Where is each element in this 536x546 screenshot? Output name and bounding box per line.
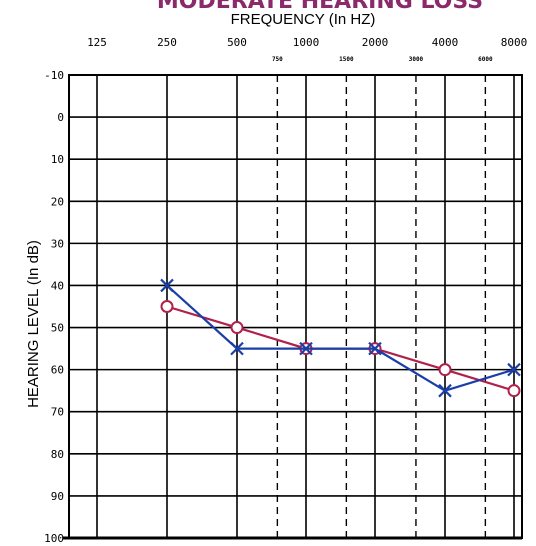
y-tick-label: 10 <box>51 153 64 166</box>
plot-frame <box>68 74 523 539</box>
x-minor-tick-label: 6000 <box>478 56 493 63</box>
x-tick-label: 250 <box>157 36 177 49</box>
x-tick-labels: 125 250 500 1000 2000 4000 8000 <box>87 36 527 49</box>
circle-point <box>438 363 452 377</box>
y-tick-label: 0 <box>57 111 64 124</box>
x-tick-label: 4000 <box>432 36 459 49</box>
x-minor-tick-labels: 750 1500 3000 6000 <box>272 56 493 63</box>
y-tick-label: 100 <box>44 532 64 545</box>
circle-point <box>507 384 521 398</box>
x-point <box>299 341 313 356</box>
x-axis-label: FREQUENCY (In HZ) <box>231 11 376 28</box>
x-point <box>230 341 244 356</box>
y-tick-label: 50 <box>51 322 64 335</box>
x-point <box>160 278 174 293</box>
x-tick-label: 8000 <box>501 36 528 49</box>
x-tick-label: 1000 <box>293 36 320 49</box>
x-point <box>507 362 521 377</box>
x-minor-tick-label: 3000 <box>409 56 424 63</box>
x-point <box>438 383 452 398</box>
x-tick-label: 500 <box>227 36 247 49</box>
y-tick-label: 30 <box>51 237 64 250</box>
y-tick-label: 40 <box>51 279 64 292</box>
y-tick-label: 60 <box>51 364 64 377</box>
y-tick-label: 20 <box>51 195 64 208</box>
y-tick-label: 90 <box>51 490 64 503</box>
x-point <box>368 341 382 356</box>
y-tick-label: 70 <box>51 406 64 419</box>
circle-point <box>160 300 174 313</box>
x-tick-label: 2000 <box>362 36 389 49</box>
grid <box>63 74 523 540</box>
x-minor-tick-label: 750 <box>272 56 283 63</box>
y-tick-labels: -10 0 10 20 30 40 50 60 70 80 90 100 <box>44 69 64 545</box>
y-tick-label: 80 <box>51 448 64 461</box>
x-tick-label: 125 <box>87 36 107 49</box>
y-axis-label: HEARING LEVEL (In dB) <box>25 240 42 408</box>
y-tick-label: -10 <box>44 69 64 82</box>
series-line-x <box>166 284 515 392</box>
circle-point <box>230 321 244 335</box>
series-layer <box>160 278 521 398</box>
chart-title: MODERATE HEARING LOSS <box>157 0 483 14</box>
x-minor-tick-label: 1500 <box>339 56 354 63</box>
